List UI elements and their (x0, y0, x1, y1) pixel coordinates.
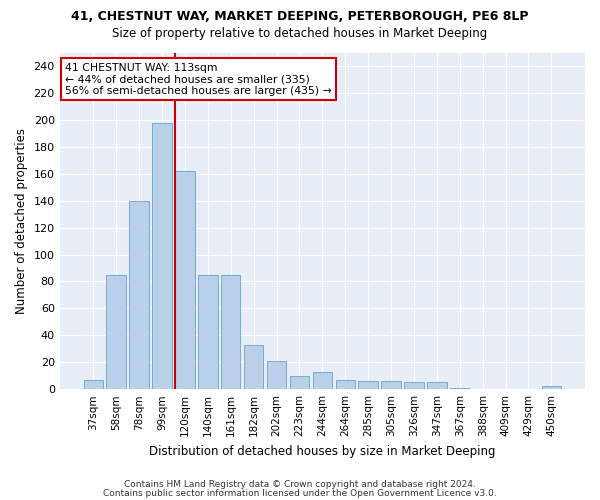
Y-axis label: Number of detached properties: Number of detached properties (15, 128, 28, 314)
Text: Contains HM Land Registry data © Crown copyright and database right 2024.: Contains HM Land Registry data © Crown c… (124, 480, 476, 489)
Bar (290, 376, 309, 389)
Bar (267, 361, 286, 389)
X-axis label: Distribution of detached houses by size in Market Deeping: Distribution of detached houses by size … (149, 444, 496, 458)
Bar (404, 382, 424, 389)
Bar (130, 200, 149, 389)
Bar (244, 344, 263, 389)
Bar (198, 274, 218, 389)
Text: Size of property relative to detached houses in Market Deeping: Size of property relative to detached ho… (112, 28, 488, 40)
Text: 41, CHESTNUT WAY, MARKET DEEPING, PETERBOROUGH, PE6 8LP: 41, CHESTNUT WAY, MARKET DEEPING, PETERB… (71, 10, 529, 23)
Text: Contains public sector information licensed under the Open Government Licence v3: Contains public sector information licen… (103, 488, 497, 498)
Bar (358, 381, 378, 389)
Bar (83, 380, 103, 389)
Bar (427, 382, 446, 389)
Bar (335, 380, 355, 389)
Bar (175, 171, 194, 389)
Bar (542, 386, 561, 389)
Text: 41 CHESTNUT WAY: 113sqm
← 44% of detached houses are smaller (335)
56% of semi-d: 41 CHESTNUT WAY: 113sqm ← 44% of detache… (65, 62, 332, 96)
Bar (106, 274, 126, 389)
Bar (450, 388, 469, 389)
Bar (221, 274, 241, 389)
Bar (313, 372, 332, 389)
Bar (152, 122, 172, 389)
Bar (382, 381, 401, 389)
